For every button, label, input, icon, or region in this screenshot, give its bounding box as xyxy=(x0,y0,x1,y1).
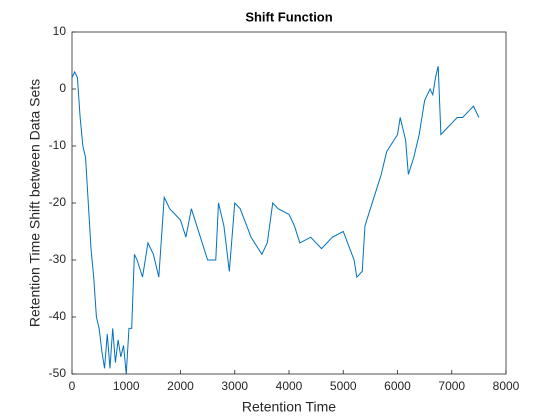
line-series xyxy=(71,66,480,375)
axes-box xyxy=(71,31,507,375)
y-tick-label: 0 xyxy=(59,81,66,95)
x-tick-label: 1000 xyxy=(113,379,140,393)
y-tick-label: -10 xyxy=(49,138,67,152)
y-tick-label: 10 xyxy=(53,24,67,38)
y-tick-label: -40 xyxy=(49,309,67,323)
x-tick-label: 5000 xyxy=(330,379,357,393)
x-axis-label: Retention Time xyxy=(242,399,336,415)
x-tick-label: 4000 xyxy=(276,379,303,393)
chart-title: Shift Function xyxy=(245,9,332,24)
y-axis-label: Retention Time Shift between Data Sets xyxy=(27,79,43,327)
x-tick-label: 7000 xyxy=(438,379,465,393)
x-tick-label: 8000 xyxy=(493,379,520,393)
y-tick-label: -50 xyxy=(49,366,67,380)
y-tick-label: -20 xyxy=(49,195,67,209)
x-tick-label: 6000 xyxy=(384,379,411,393)
x-tick-label: 2000 xyxy=(167,379,194,393)
x-tick-label: 0 xyxy=(69,379,76,393)
x-tick-label: 3000 xyxy=(221,379,248,393)
y-tick-label: -30 xyxy=(49,252,67,266)
